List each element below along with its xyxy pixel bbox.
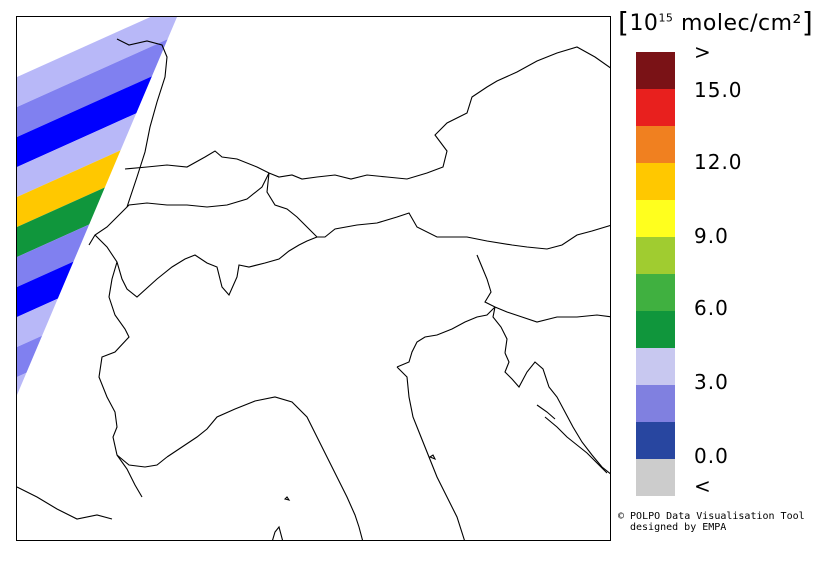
legend-bracket-close: ] (801, 6, 813, 39)
swath-band (17, 347, 177, 395)
colorbar-swatch (636, 459, 675, 496)
border-line (268, 46, 610, 180)
border-line (476, 254, 610, 323)
island (283, 496, 291, 501)
colorbar-swatch (636, 126, 675, 163)
satellite-swath (17, 17, 177, 395)
border-line (492, 306, 508, 354)
border-line (98, 261, 168, 468)
border-line (88, 172, 270, 246)
coastline (544, 416, 608, 474)
coastline (396, 366, 465, 540)
colorbar-swatch (636, 163, 675, 200)
border-line (94, 234, 318, 298)
legend-title-base: 10 (629, 11, 659, 36)
colorbar-tick-label: 12.0 (694, 150, 743, 174)
colorbar-swatch (636, 52, 675, 89)
border-line (124, 150, 270, 174)
colorbar-swatch (636, 274, 675, 311)
colorbar-swatch (636, 237, 675, 274)
colorbar-tick-label: 6.0 (694, 296, 729, 320)
colorbar-swatch (636, 422, 675, 459)
swath-band (17, 17, 177, 107)
legend-title: [1015 molec/cm²] (618, 4, 813, 39)
map-canvas (17, 17, 610, 540)
colorbar (636, 52, 675, 496)
colorbar-swatch (636, 348, 675, 385)
coastline (504, 352, 610, 475)
credit: © POLPO Data Visualisation Tool designed… (618, 511, 805, 533)
colorbar-swatch (636, 89, 675, 126)
colorbar-swatch (636, 385, 675, 422)
coastline (536, 404, 556, 420)
coastline (17, 486, 113, 520)
colorbar-swatch (636, 311, 675, 348)
border-line (266, 172, 610, 250)
coastline (166, 396, 364, 540)
island (428, 454, 437, 461)
colorbar-tick-label: 3.0 (694, 370, 729, 394)
legend-title-exponent: 15 (658, 11, 674, 25)
coastline (116, 454, 143, 498)
border-line (116, 38, 168, 208)
colorbar-tick-label: > (694, 40, 712, 64)
colorbar-tick-label: 15.0 (694, 78, 743, 102)
legend-bracket-open: [ (618, 6, 630, 39)
colorbar-tick-label: 0.0 (694, 444, 729, 468)
country-borders (17, 38, 610, 540)
credit-line-2: designed by EMPA (630, 522, 727, 533)
coastline (396, 306, 496, 368)
colorbar-tick-label: 9.0 (694, 224, 729, 248)
colorbar-tick-label: < (694, 474, 712, 498)
legend-title-unit: molec/cm² (680, 11, 802, 36)
map-panel[interactable] (16, 16, 611, 541)
coastline (272, 525, 284, 540)
colorbar-swatch (636, 200, 675, 237)
credit-line-1: © POLPO Data Visualisation Tool (618, 511, 805, 522)
swath-band (17, 317, 177, 395)
